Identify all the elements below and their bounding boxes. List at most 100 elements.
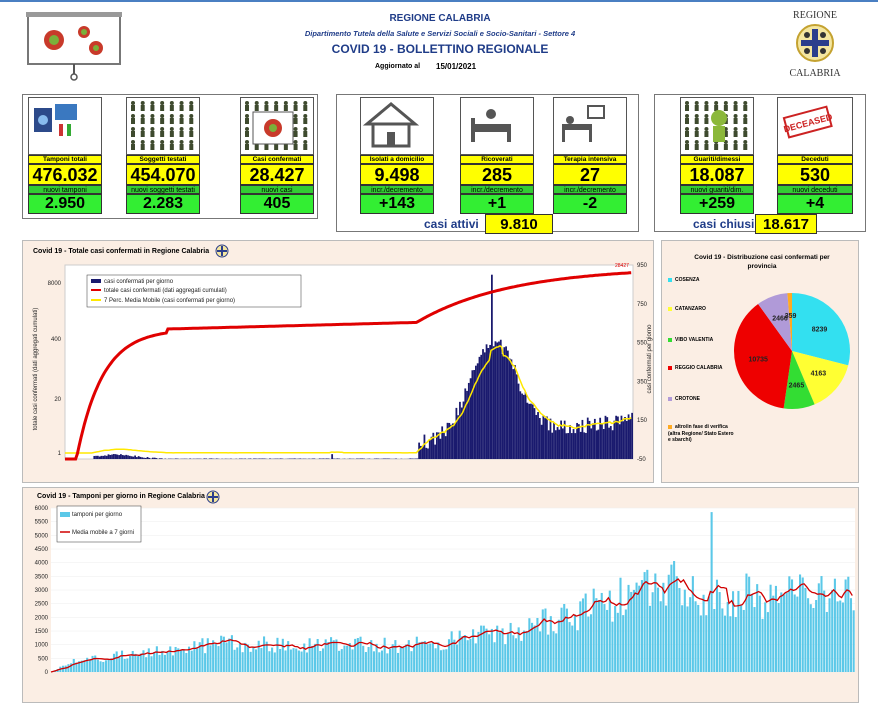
chart3-tests-bar bbox=[266, 642, 268, 672]
chart3-tests-bar bbox=[159, 655, 161, 672]
chart3-tests-bar bbox=[611, 622, 613, 672]
chart1-daily-bar bbox=[610, 426, 612, 459]
chart3-tests-bar bbox=[370, 640, 372, 672]
confirmed-cases-chart: 8000400201950750550350150-50totale casi … bbox=[27, 259, 653, 481]
card-5-value: 27 bbox=[553, 164, 627, 185]
chart3-tests-bar bbox=[317, 639, 319, 672]
chart3-tests-bar bbox=[724, 616, 726, 672]
chart1-daily-bar bbox=[457, 415, 459, 459]
chart3-tests-bar bbox=[510, 623, 512, 672]
chart1-daily-bar bbox=[109, 455, 111, 459]
chart1-daily-bar bbox=[138, 456, 140, 459]
chart3-tests-bar bbox=[314, 644, 316, 672]
card-2-value: 28.427 bbox=[240, 164, 314, 185]
chart3-tests-bar bbox=[652, 592, 654, 672]
chart3-tests-bar bbox=[526, 631, 528, 672]
chart1-daily-bar bbox=[601, 424, 603, 459]
chart3-tests-bar bbox=[453, 640, 455, 672]
svg-text:DECEASED: DECEASED bbox=[783, 112, 834, 135]
chart3-tests-bar bbox=[373, 651, 375, 672]
chart3-tests-bar bbox=[180, 650, 182, 672]
chart1-daily-bar bbox=[319, 458, 321, 459]
chart1-daily-bar bbox=[555, 430, 557, 459]
chart3-tests-bar bbox=[716, 580, 718, 672]
chart1-right-axis-label: casi confermati per giorno bbox=[647, 324, 653, 394]
chart1-daily-bar bbox=[551, 433, 553, 459]
chart3-tests-bar bbox=[751, 594, 753, 672]
chart3-tests-bar bbox=[703, 595, 705, 672]
chart3-tests-bar bbox=[770, 585, 772, 672]
chart3-tests-bar bbox=[810, 604, 812, 672]
chart1-daily-bar bbox=[125, 455, 127, 459]
chart3-tests-bar bbox=[563, 604, 565, 672]
pie-legend-item: VIBO VALENTIA bbox=[668, 337, 734, 344]
chart3-tests-bar bbox=[185, 653, 187, 672]
chart3-tests-bar bbox=[662, 583, 664, 672]
chart3-legend-entry: Media mobile a 7 giorni bbox=[72, 530, 134, 536]
card-3-value: 9.498 bbox=[360, 164, 434, 185]
chart3-tests-bar bbox=[402, 648, 404, 672]
chart3-tests-bar bbox=[539, 631, 541, 672]
card-0-sub-label: nuovi tamponi bbox=[28, 185, 102, 194]
chart3-tests-bar bbox=[164, 655, 166, 672]
chart3-tests-bar bbox=[279, 649, 281, 672]
chart3-tests-bar bbox=[700, 615, 702, 672]
pie-legend-item: CATANZARO bbox=[668, 306, 734, 313]
chart3-tests-bar bbox=[561, 608, 563, 672]
card-7-sub-label: nuovi deceduti bbox=[777, 185, 853, 194]
chart1-daily-bar bbox=[567, 433, 569, 459]
chart3-tests-bar bbox=[346, 646, 348, 672]
chart3-tests-bar bbox=[319, 651, 321, 672]
pie-legend-item: CROTONE bbox=[668, 396, 734, 403]
chart3-tests-bar bbox=[649, 606, 651, 672]
chart3-tests-bar bbox=[574, 614, 576, 672]
chart3-tests-bar bbox=[368, 647, 370, 672]
chart1-daily-bar bbox=[361, 458, 363, 459]
chart3-tests-bar bbox=[244, 643, 246, 672]
region-title: REGIONE CALABRIA bbox=[250, 13, 630, 24]
card-7-sub-value: +4 bbox=[777, 194, 853, 214]
chart1-daily-bar bbox=[496, 342, 498, 459]
card-4-picture bbox=[460, 97, 534, 155]
card-3-picture bbox=[360, 97, 434, 155]
chart3-tests-bar bbox=[638, 586, 640, 672]
chart3-tests-bar bbox=[818, 583, 820, 672]
card-3-sub-label: incr./decremento bbox=[360, 185, 434, 194]
chart1-daily-bar bbox=[262, 458, 264, 459]
virus-board-icon bbox=[26, 12, 122, 82]
chart1-daily-bar bbox=[129, 456, 131, 459]
card-0-picture bbox=[28, 97, 102, 155]
chart1-daily-bar bbox=[521, 394, 523, 459]
chart1-last-value-label: 28427 bbox=[615, 263, 629, 269]
chart1-daily-bar bbox=[422, 447, 424, 459]
chart3-tests-bar bbox=[791, 579, 793, 672]
chart3-legend: tamponi per giornoMedia mobile a 7 giorn… bbox=[57, 506, 141, 542]
card-0-value: 476.032 bbox=[28, 164, 102, 185]
chart3-tests-bar bbox=[528, 618, 530, 672]
pie-legend-item: altro/in fase di verifica (altra Regione… bbox=[668, 424, 734, 444]
chart3-tests-bar bbox=[351, 649, 353, 672]
chart3-title: Covid 19 - Tamponi per giorno in Regione… bbox=[37, 493, 205, 500]
chart3-tests-bar bbox=[826, 612, 828, 672]
chart1-daily-bar bbox=[120, 454, 122, 459]
chart1-daily-bar bbox=[569, 425, 571, 459]
province-pie-panel: Covid 19 - Distribuzione casi confermati… bbox=[661, 240, 859, 483]
chart3-tests-bar bbox=[502, 628, 504, 672]
chart3-tests-bar bbox=[276, 638, 278, 672]
pie-legend-label: VIBO VALENTIA bbox=[675, 337, 713, 343]
chart3-y-tick: 500 bbox=[38, 656, 49, 662]
chart3-y-tick: 0 bbox=[45, 670, 49, 676]
updated-label: Aggiornato al bbox=[375, 63, 420, 70]
chart1-daily-bar bbox=[512, 369, 514, 459]
chart1-daily-bar bbox=[553, 423, 555, 459]
chart3-tests-bar bbox=[577, 630, 579, 672]
closed-cases-value: 18.617 bbox=[755, 214, 817, 234]
chart3-tests-bar bbox=[424, 641, 426, 672]
chart1-daily-bar bbox=[489, 345, 491, 459]
chart3-tests-bar bbox=[394, 640, 396, 672]
chart3-tests-bar bbox=[660, 601, 662, 672]
chart1-daily-bar bbox=[331, 454, 333, 459]
chart3-tests-bar bbox=[290, 650, 292, 672]
tests-per-day-chart: 6000550050004500400035003000250020001500… bbox=[25, 502, 859, 704]
chart3-tests-bar bbox=[737, 591, 739, 672]
